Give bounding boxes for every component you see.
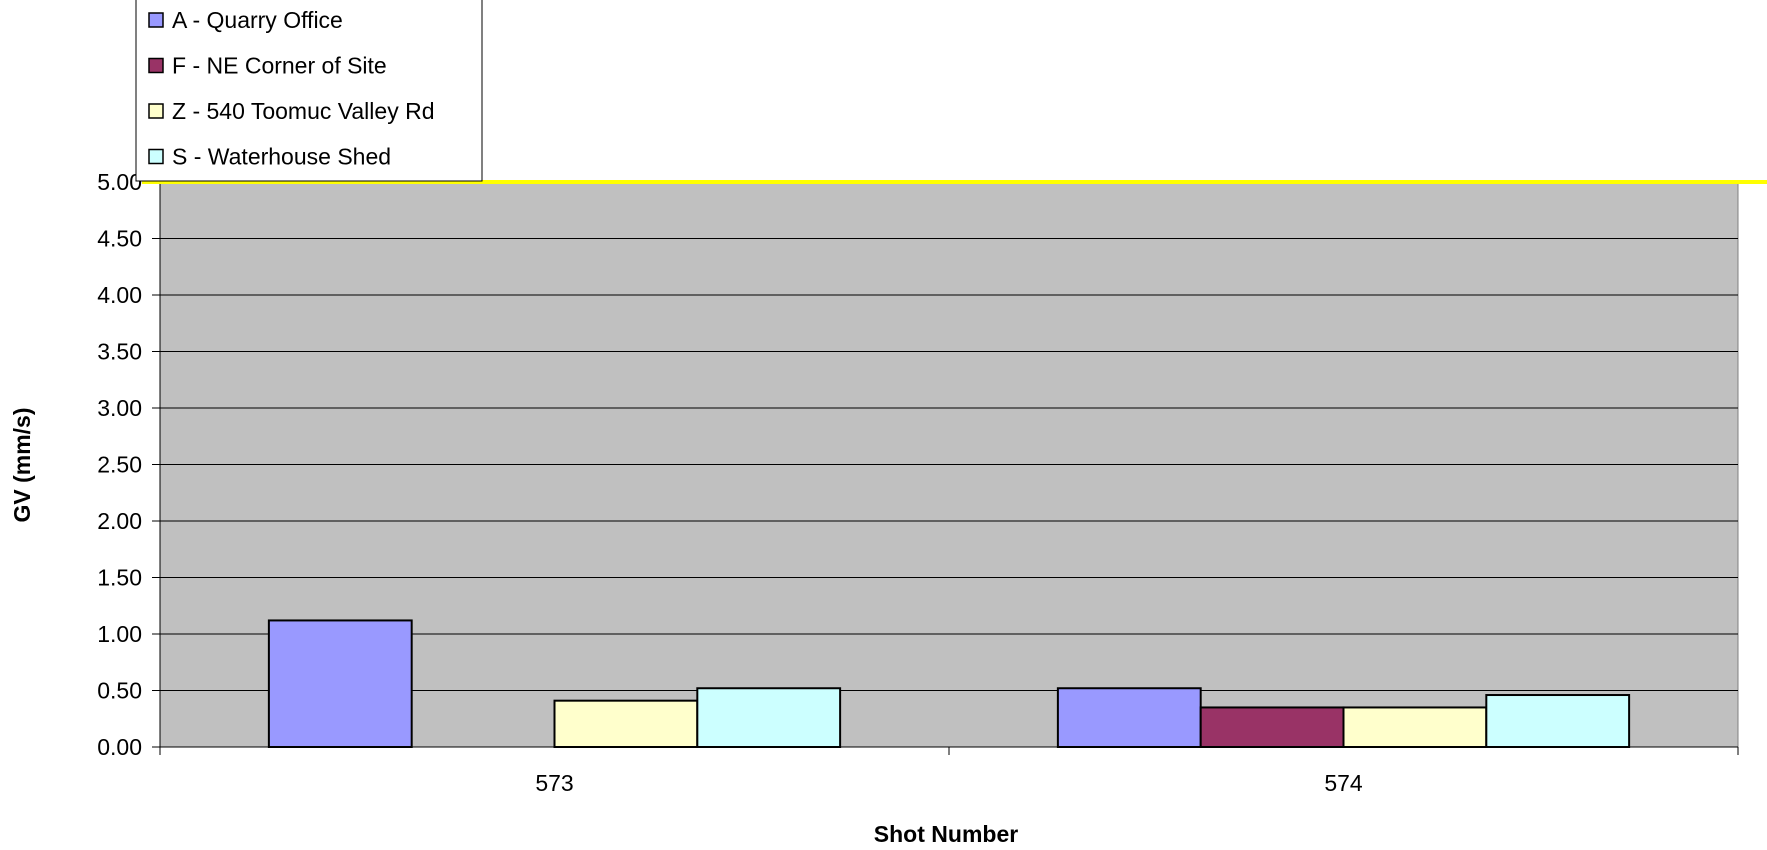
y-tick-label: 3.00 bbox=[97, 395, 142, 421]
bar bbox=[696, 687, 842, 748]
x-axis-title: Shot Number bbox=[874, 821, 1018, 847]
legend-label: A - Quarry Office bbox=[172, 7, 343, 33]
legend-swatch bbox=[148, 148, 164, 165]
legend-swatch bbox=[148, 12, 164, 28]
y-tick-label: 2.50 bbox=[97, 452, 142, 478]
bar bbox=[1485, 694, 1631, 749]
bar bbox=[1056, 687, 1202, 748]
y-tick-label: 0.00 bbox=[97, 734, 142, 760]
legend-label: S - Waterhouse Shed bbox=[172, 144, 391, 170]
legend-label: F - NE Corner of Site bbox=[172, 53, 387, 79]
legend: A - Quarry Office F - NE Corner of Site Z … bbox=[135, 0, 483, 182]
y-axis-title: GV (mm/s) bbox=[9, 407, 35, 522]
bar bbox=[1342, 706, 1488, 749]
bar bbox=[553, 699, 699, 748]
bar bbox=[267, 619, 413, 748]
legend-swatch bbox=[148, 57, 164, 74]
x-axis-ticks: 573 574 bbox=[159, 747, 1739, 796]
y-tick-label: 2.00 bbox=[97, 508, 142, 534]
y-tick-label: 1.50 bbox=[97, 565, 142, 591]
y-tick-label: 5.00 bbox=[97, 169, 142, 195]
x-tick-label: 574 bbox=[1324, 770, 1363, 796]
y-tick-label: 4.50 bbox=[97, 226, 142, 252]
y-tick-label: 1.00 bbox=[97, 621, 142, 647]
y-tick-label: 3.50 bbox=[97, 339, 142, 365]
y-axis-ticks: 0.00 0.50 1.00 1.50 2.00 2.50 3.00 3.50 4.00 4.50… bbox=[97, 169, 160, 760]
bars bbox=[267, 619, 1631, 749]
y-tick-label: 0.50 bbox=[97, 678, 142, 704]
legend-swatch bbox=[148, 103, 164, 119]
bar bbox=[1199, 706, 1345, 749]
y-tick-label: 4.00 bbox=[97, 282, 142, 308]
legend-label: Z - 540 Toomuc Valley Rd bbox=[172, 98, 435, 124]
gridlines bbox=[160, 238, 1738, 691]
x-tick-label: 573 bbox=[535, 770, 573, 796]
legend-box bbox=[135, 0, 483, 182]
